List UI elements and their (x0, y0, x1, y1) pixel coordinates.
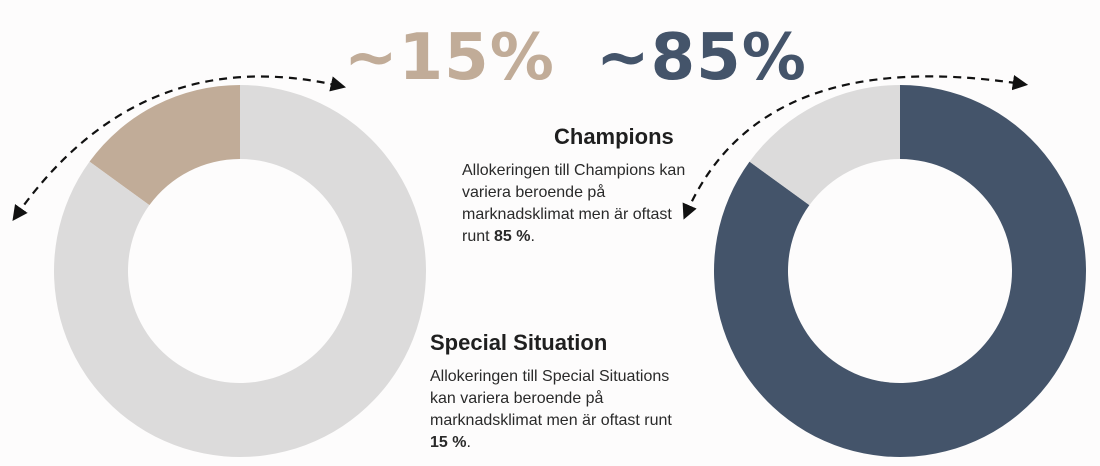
double-arrow-icon (682, 74, 1029, 220)
champions-text-part: Allokeringen till Champions kan variera … (462, 162, 686, 245)
special-situation-donut (54, 85, 426, 458)
champions-description: Allokeringen till Champions kan variera … (462, 160, 692, 248)
champions-text-value: 85 % (494, 228, 531, 245)
special-percentage-label: ~15% (344, 21, 555, 95)
special-heading: Special Situation (430, 330, 608, 355)
special-text-end: . (466, 434, 471, 451)
special-description: Allokeringen till Special Situations kan… (430, 366, 690, 454)
champions-text-end: . (530, 228, 535, 245)
champions-donut (714, 85, 1086, 458)
double-arrow-icon (12, 75, 347, 222)
special-text-part: Allokeringen till Special Situations kan… (430, 368, 672, 429)
special-text-value: 15 % (430, 434, 467, 451)
champions-percentage-label: ~85% (596, 21, 807, 95)
champions-heading: Champions (554, 124, 674, 149)
